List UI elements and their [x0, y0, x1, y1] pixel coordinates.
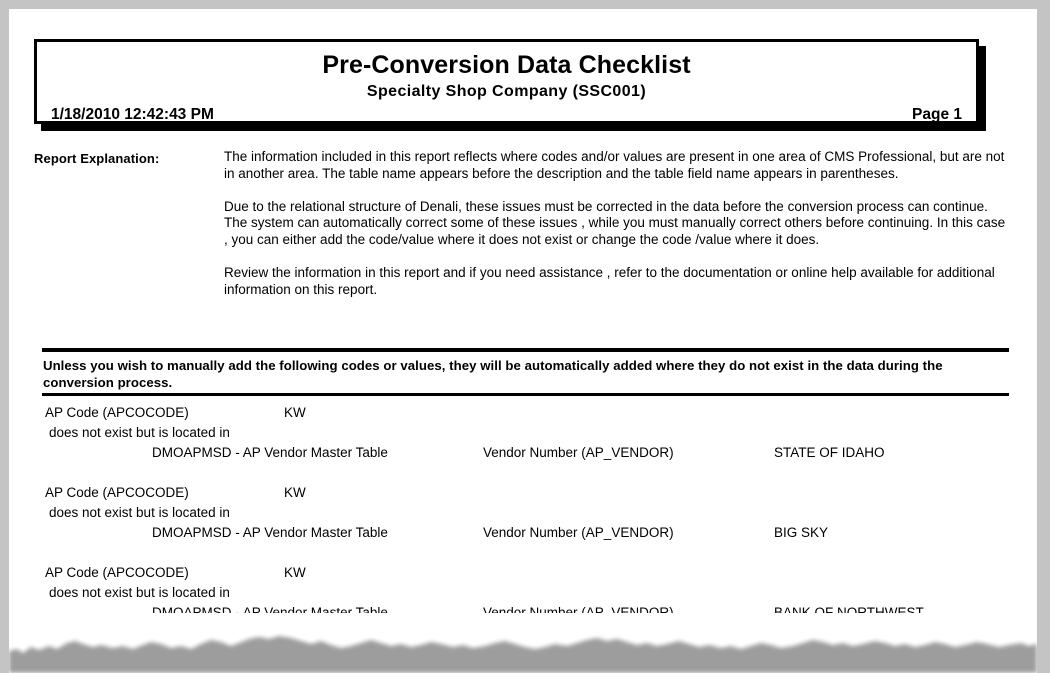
- entry-detail-row: DMOAPMSD - AP Vendor Master Table Vendor…: [9, 605, 1037, 625]
- entry-located-text: does not exist but is located in: [49, 505, 230, 520]
- explanation-label: Report Explanation:: [34, 151, 160, 166]
- entry-value: BIG SKY: [774, 525, 829, 540]
- report-page: Pre-Conversion Data Checklist Specialty …: [9, 9, 1037, 673]
- explanation-row: Report Explanation: The information incl…: [34, 149, 1009, 299]
- entry-table-name: DMOAPMSD - AP Vendor Master Table: [152, 605, 388, 620]
- entry-code-value: KW: [284, 405, 306, 420]
- entry-code-label: AP Code (APCOCODE): [45, 485, 189, 500]
- divider-rule-top: [42, 348, 1009, 352]
- company-subtitle: Specialty Shop Company (SSC001): [366, 83, 647, 101]
- list-item: AP Code (APCOCODE) KW does not exist but…: [9, 405, 1037, 485]
- page-title: Pre-Conversion Data Checklist: [322, 51, 691, 79]
- list-item: AP Code (APCOCODE) KW does not exist but…: [9, 565, 1037, 645]
- entry-field-name: Vendor Number (AP_VENDOR): [483, 525, 674, 540]
- entry-code-row: AP Code (APCOCODE) KW: [9, 565, 1037, 585]
- explanation-paragraph: Due to the relational structure of Denal…: [224, 198, 1006, 248]
- entry-code-row: AP Code (APCOCODE) KW: [9, 485, 1037, 505]
- list-item: AP Code (APCOCODE) KW does not exist but…: [9, 485, 1037, 565]
- entry-table-name: DMOAPMSD - AP Vendor Master Table: [152, 445, 388, 460]
- entry-detail-row: DMOAPMSD - AP Vendor Master Table Vendor…: [9, 525, 1037, 545]
- report-header-box: Pre-Conversion Data Checklist Specialty …: [34, 39, 979, 124]
- entry-list: AP Code (APCOCODE) KW does not exist but…: [9, 405, 1037, 645]
- entry-code-label: AP Code (APCOCODE): [45, 565, 189, 580]
- entry-located-text: does not exist but is located in: [49, 585, 230, 600]
- entry-code-value: KW: [284, 485, 306, 500]
- entry-code-row: AP Code (APCOCODE) KW: [9, 405, 1037, 425]
- report-explanation-section: Report Explanation: The information incl…: [34, 149, 1009, 299]
- entry-field-name: Vendor Number (AP_VENDOR): [483, 445, 674, 460]
- divider-rule-bottom: [42, 393, 1009, 396]
- report-timestamp: 1/18/2010 12:42:43 PM: [51, 106, 214, 124]
- entry-code-value: KW: [284, 565, 306, 580]
- entry-located-text: does not exist but is located in: [49, 425, 230, 440]
- entry-table-name: DMOAPMSD - AP Vendor Master Table: [152, 525, 388, 540]
- auto-add-notice: Unless you wish to manually add the foll…: [43, 358, 943, 390]
- explanation-paragraph: The information included in this report …: [224, 149, 1005, 181]
- page-number-label: Page 1: [912, 106, 962, 124]
- entry-code-label: AP Code (APCOCODE): [45, 405, 189, 420]
- header-meta-row: 1/18/2010 12:42:43 PM Page 1: [37, 101, 976, 124]
- explanation-paragraph: Review the information in this report an…: [224, 264, 995, 297]
- entry-field-name: Vendor Number (AP_VENDOR): [483, 605, 674, 620]
- explanation-body: The information included in this report …: [224, 149, 1009, 299]
- entry-detail-row: DMOAPMSD - AP Vendor Master Table Vendor…: [9, 445, 1037, 465]
- entry-value: STATE OF IDAHO: [774, 445, 885, 460]
- entry-value: BANK OF NORTHWEST: [774, 605, 924, 620]
